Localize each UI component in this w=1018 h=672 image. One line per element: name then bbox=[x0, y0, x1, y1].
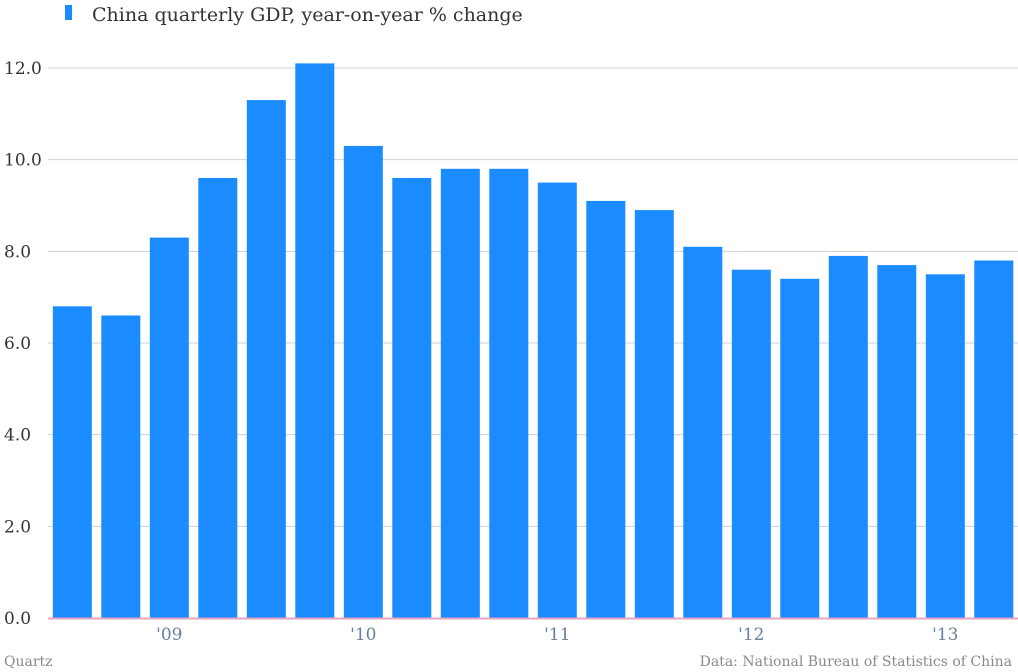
y-tick-label: 12.0 bbox=[4, 59, 42, 79]
bar bbox=[246, 100, 286, 619]
x-tick-label: '12 bbox=[738, 625, 764, 645]
x-axis: '09 '10 '11 '12 '13 bbox=[156, 625, 958, 645]
bar bbox=[101, 315, 141, 618]
bar bbox=[974, 260, 1014, 618]
y-tick-label: 0.0 bbox=[4, 609, 31, 629]
bar bbox=[586, 200, 626, 618]
bar bbox=[537, 182, 577, 618]
y-tick-label: 4.0 bbox=[4, 426, 31, 446]
y-tick-label: 10.0 bbox=[4, 151, 42, 171]
bar bbox=[780, 278, 820, 618]
legend: China quarterly GDP, year-on-year % chan… bbox=[65, 4, 523, 26]
bar bbox=[295, 63, 335, 618]
bar bbox=[731, 269, 771, 618]
x-tick-label: '11 bbox=[544, 625, 570, 645]
bar bbox=[489, 168, 529, 619]
bar bbox=[877, 265, 917, 618]
bar bbox=[52, 306, 92, 618]
bar bbox=[925, 274, 965, 619]
y-tick-label: 6.0 bbox=[4, 334, 31, 354]
bar bbox=[683, 246, 723, 619]
footer-source: Data: National Bureau of Statistics of C… bbox=[700, 654, 1012, 670]
bar bbox=[440, 168, 480, 619]
x-tick-label: '09 bbox=[156, 625, 182, 645]
y-tick-label: 2.0 bbox=[4, 517, 31, 537]
bar bbox=[343, 145, 383, 618]
bar bbox=[198, 178, 238, 618]
footer-brand: Quartz bbox=[4, 654, 53, 670]
x-tick-label: '10 bbox=[350, 625, 376, 645]
legend-label: China quarterly GDP, year-on-year % chan… bbox=[92, 4, 523, 26]
gridlines bbox=[48, 67, 1018, 527]
bar bbox=[828, 255, 868, 618]
y-axis: 0.0 2.0 4.0 6.0 8.0 10.0 12.0 bbox=[4, 59, 42, 629]
x-tick-label: '13 bbox=[932, 625, 958, 645]
y-tick-label: 8.0 bbox=[4, 242, 31, 262]
bar bbox=[149, 237, 189, 618]
bar bbox=[392, 178, 432, 618]
legend-swatch bbox=[65, 5, 72, 20]
bar bbox=[634, 210, 674, 618]
bars bbox=[52, 63, 1014, 619]
